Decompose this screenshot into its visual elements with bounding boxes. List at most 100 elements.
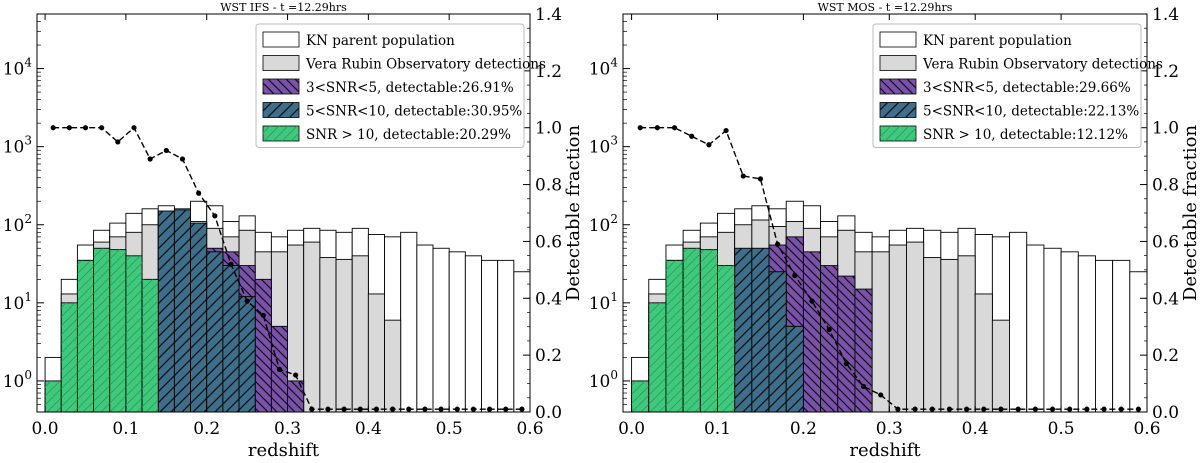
bar-parent-population xyxy=(1060,251,1079,412)
y-tick-label: 104 xyxy=(589,56,619,80)
bar-snr-gt-10-hatch xyxy=(142,279,159,412)
y-tick-label: 100 xyxy=(3,368,32,392)
y-right-tick-label: 0.8 xyxy=(535,176,562,196)
chart-title: WST MOS - t =12.29hrs xyxy=(818,1,953,14)
x-axis-label: redshift xyxy=(849,440,921,461)
detectable-fraction-point xyxy=(260,312,266,318)
detectable-fraction-point xyxy=(147,156,153,162)
detectable-fraction-point xyxy=(689,133,695,139)
bar-snr-3-5-hatch xyxy=(854,289,873,412)
legend-label: Vera Rubin Observatory detections xyxy=(922,57,1163,73)
detectable-fraction-point xyxy=(654,125,660,131)
detectable-fraction-point xyxy=(1067,406,1073,412)
legend-swatch-hatch xyxy=(880,79,916,94)
x-tick-label: 0.6 xyxy=(1133,419,1160,439)
bar-parent-population xyxy=(448,251,466,412)
bar-rubin-detection xyxy=(991,319,1011,412)
detectable-fraction-point xyxy=(1049,406,1056,412)
legend-label: KN parent population xyxy=(306,33,455,49)
bar-parent-population xyxy=(400,231,418,412)
detectable-fraction-point xyxy=(341,406,347,412)
detectable-fraction-point xyxy=(438,406,444,412)
x-tick-label: 0.0 xyxy=(618,419,645,439)
bar-snr-gt-10-hatch xyxy=(77,260,94,412)
bar-snr-gt-10-hatch xyxy=(683,248,701,412)
chart-title: WST IFS - t =12.29hrs xyxy=(220,1,347,14)
legend-swatch-hatch xyxy=(263,79,299,94)
legend-box xyxy=(255,23,525,148)
detectable-fraction-point xyxy=(179,156,186,162)
detectable-fraction-point xyxy=(309,406,315,412)
legend: KN parent population Vera Rubin Observato… xyxy=(872,23,1163,148)
detectable-fraction-point xyxy=(1084,406,1090,412)
detectable-fraction-point xyxy=(1015,406,1021,412)
histogram-bars xyxy=(631,200,1147,412)
bar-snr-5-10-hatch xyxy=(751,248,770,412)
legend-box xyxy=(872,23,1142,148)
bar-parent-population xyxy=(464,255,482,412)
y-right-tick-label: 0.0 xyxy=(1152,403,1179,423)
legend-swatch-hatch xyxy=(263,102,299,118)
detectable-fraction-point xyxy=(357,406,363,412)
detectable-fraction-point xyxy=(82,125,89,131)
detectable-fraction-point xyxy=(929,406,935,412)
legend-label: 3<SNR<5, detectable:26.91% xyxy=(306,80,514,96)
bar-rubin-detection xyxy=(871,251,890,412)
bar-parent-population xyxy=(1077,255,1096,412)
y-right-tick-label: 0.4 xyxy=(535,289,562,309)
bar-rubin-detection xyxy=(923,257,942,412)
y-right-tick-label: 1.4 xyxy=(1152,5,1179,25)
detectable-fraction-point xyxy=(486,406,493,412)
detectable-fraction-point xyxy=(1135,406,1142,412)
y-right-tick-label: 1.2 xyxy=(1152,62,1179,82)
detectable-fraction-point xyxy=(946,406,953,412)
y-right-tick-label: 1.0 xyxy=(535,119,562,139)
x-tick-label: 0.1 xyxy=(704,419,731,439)
bar-rubin-detection xyxy=(906,241,925,412)
detectable-fraction-point xyxy=(895,406,901,412)
legend-swatch-hatch xyxy=(880,126,916,141)
legend: KN parent population Vera Rubin Observato… xyxy=(255,23,546,148)
legend-swatch-rubin xyxy=(262,55,300,71)
bar-rubin-detection xyxy=(335,258,353,412)
bar-snr-5-10-hatch xyxy=(174,209,191,412)
detectable-fraction-point xyxy=(390,406,396,412)
y-tick-label: 101 xyxy=(589,290,618,314)
bar-parent-population xyxy=(481,259,499,412)
bar-parent-population xyxy=(497,259,515,412)
detectable-fraction-point xyxy=(131,125,137,131)
x-tick-label: 0.4 xyxy=(962,419,989,439)
y-right-tick-label: 1.4 xyxy=(535,5,562,25)
detectable-fraction-point xyxy=(163,147,169,154)
bar-rubin-detection xyxy=(319,257,337,412)
histogram-bars xyxy=(44,200,530,412)
bar-snr-5-10-hatch xyxy=(190,223,207,412)
detectable-fraction-point xyxy=(66,125,72,131)
detectable-fraction-point xyxy=(878,392,884,398)
detectable-fraction-point xyxy=(99,125,105,131)
detectable-fraction-point xyxy=(50,125,56,131)
x-tick-label: 0.3 xyxy=(876,419,903,439)
detectable-fraction-point xyxy=(775,241,781,247)
x-tick-label: 0.1 xyxy=(112,419,139,439)
y-right-tick-label: 0.2 xyxy=(535,346,562,366)
bar-snr-gt-10-hatch xyxy=(93,248,110,412)
y-right-axis-label: Detectable fraction xyxy=(1180,125,1200,302)
y-tick-label: 101 xyxy=(3,290,32,314)
y-right-tick-label: 0.0 xyxy=(535,403,562,423)
bar-snr-5-10-hatch xyxy=(222,265,240,412)
y-right-tick-label: 0.6 xyxy=(535,232,562,252)
legend-label: 5<SNR<10, detectable:22.13% xyxy=(923,104,1139,120)
bar-snr-gt-10-hatch xyxy=(665,260,684,412)
bar-rubin-detection xyxy=(351,255,369,412)
detectable-fraction-point xyxy=(244,298,250,304)
detectable-fraction-point xyxy=(809,298,815,304)
panel-mos: 0.0 0.1 0.2 0.3 0.4 0.5 0.61001011021031040.00… xyxy=(589,1,1200,461)
legend-swatch-parent xyxy=(262,31,300,48)
detectable-fraction-line xyxy=(640,127,1139,410)
detectable-fraction-point xyxy=(373,406,380,412)
detectable-fraction-point xyxy=(998,406,1004,412)
legend-label: SNR > 10, detectable:12.12% xyxy=(923,127,1128,143)
bar-parent-population xyxy=(416,244,434,412)
bar-parent-population xyxy=(1026,244,1045,412)
